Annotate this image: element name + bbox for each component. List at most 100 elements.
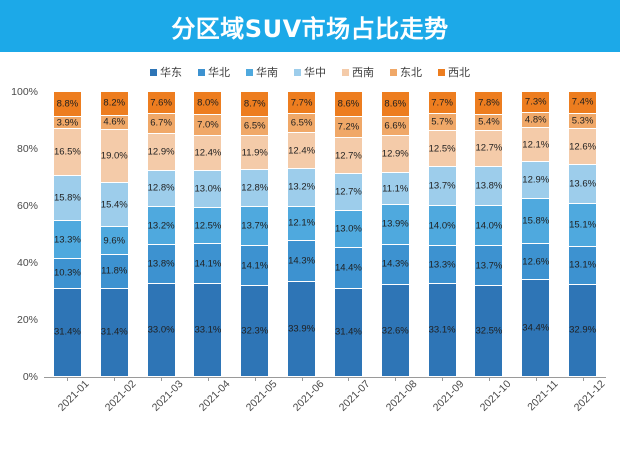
bar-group[interactable]: 8.0% 7.0% 12.4% 13.0% 12.5% 14.1% 33.1%: [194, 92, 222, 381]
bar-segment-华东[interactable]: 32.9%: [569, 284, 597, 378]
bar-segment-华南[interactable]: 13.9%: [381, 204, 409, 245]
bar-segment-华北[interactable]: 13.8%: [147, 244, 175, 285]
bar-segment-华南[interactable]: 12.1%: [288, 206, 316, 242]
bar-segment-华东[interactable]: 34.4%: [522, 280, 550, 377]
bar-segment-华东[interactable]: 33.1%: [428, 283, 456, 377]
bar-group[interactable]: 8.8% 3.9% 16.5% 15.8% 13.3% 10.3% 31.4%: [53, 92, 81, 381]
bar-group[interactable]: 8.6% 7.2% 12.7% 12.7% 13.0% 14.4% 31.4%: [334, 92, 362, 381]
bar-segment-华北[interactable]: 13.3%: [428, 246, 456, 284]
bar-segment-西北[interactable]: 7.6%: [147, 92, 175, 115]
bar-segment-西北[interactable]: 7.8%: [475, 92, 503, 115]
legend-item-西北[interactable]: 西北: [438, 64, 470, 80]
bar-group[interactable]: 8.2% 4.6% 19.0% 15.4% 9.6% 11.8% 31.4%: [100, 92, 128, 381]
bar-group[interactable]: 8.6% 6.6% 12.9% 11.1% 13.9% 14.3% 32.6%: [381, 92, 409, 381]
bar-segment-西北[interactable]: 8.6%: [381, 92, 409, 117]
bar-segment-东北[interactable]: 3.9%: [53, 117, 81, 130]
bar-segment-西南[interactable]: 12.1%: [522, 127, 550, 163]
bar-segment-西南[interactable]: 16.5%: [53, 129, 81, 177]
bar-segment-华东[interactable]: 31.4%: [53, 288, 81, 378]
bar-segment-西北[interactable]: 8.2%: [100, 92, 128, 116]
bar-segment-华中[interactable]: 15.8%: [53, 176, 81, 222]
bar-segment-西南[interactable]: 11.9%: [241, 136, 269, 171]
bar-segment-华北[interactable]: 14.3%: [381, 244, 409, 286]
legend-item-华南[interactable]: 华南: [246, 64, 278, 80]
bar-segment-西南[interactable]: 12.4%: [194, 135, 222, 172]
bar-segment-华北[interactable]: 12.6%: [522, 244, 550, 281]
bar-segment-华东[interactable]: 32.3%: [241, 286, 269, 377]
bar-segment-华东[interactable]: 32.5%: [475, 285, 503, 377]
bar-segment-华中[interactable]: 12.8%: [147, 170, 175, 208]
legend-item-西南[interactable]: 西南: [342, 64, 374, 80]
bar-segment-西北[interactable]: 7.7%: [288, 92, 316, 115]
bar-segment-华北[interactable]: 13.7%: [475, 246, 503, 286]
bar-segment-西北[interactable]: 8.7%: [241, 92, 269, 118]
bar-segment-西南[interactable]: 12.7%: [475, 130, 503, 168]
bar-segment-华南[interactable]: 9.6%: [100, 227, 128, 255]
bar-segment-东北[interactable]: 6.6%: [381, 116, 409, 137]
bar-segment-华北[interactable]: 10.3%: [53, 259, 81, 289]
bar-segment-华北[interactable]: 13.1%: [569, 247, 597, 285]
bar-segment-华中[interactable]: 13.0%: [194, 171, 222, 209]
bar-segment-华南[interactable]: 13.7%: [241, 206, 269, 246]
bar-segment-西北[interactable]: 8.0%: [194, 92, 222, 116]
bar-segment-西北[interactable]: 8.6%: [334, 92, 362, 117]
bar-segment-西北[interactable]: 8.8%: [53, 92, 81, 118]
bar-group[interactable]: 7.7% 5.7% 12.5% 13.7% 14.0% 13.3% 33.1%: [428, 92, 456, 381]
bar-segment-东北[interactable]: 7.0%: [194, 115, 222, 136]
bar-segment-华北[interactable]: 14.3%: [288, 241, 316, 282]
bar-segment-华东[interactable]: 33.9%: [288, 281, 316, 377]
bar-segment-华北[interactable]: 14.1%: [194, 243, 222, 285]
bar-segment-西南[interactable]: 12.5%: [428, 131, 456, 167]
bar-group[interactable]: 7.4% 5.3% 12.6% 13.6% 15.1% 13.1% 32.9%: [569, 92, 597, 381]
bar-group[interactable]: 8.7% 6.5% 11.9% 12.8% 13.7% 14.1% 32.3%: [241, 92, 269, 381]
bar-segment-华南[interactable]: 13.3%: [53, 221, 81, 260]
bar-segment-华东[interactable]: 33.1%: [194, 284, 222, 377]
bar-segment-华中[interactable]: 12.9%: [522, 162, 550, 200]
legend-item-华东[interactable]: 华东: [150, 64, 182, 80]
bar-group[interactable]: 7.3% 4.8% 12.1% 12.9% 15.8% 12.6% 34.4%: [522, 92, 550, 381]
bar-segment-华东[interactable]: 31.4%: [334, 288, 362, 378]
bar-segment-华北[interactable]: 11.8%: [100, 254, 128, 289]
bar-segment-华中[interactable]: 15.4%: [100, 183, 128, 228]
legend-item-华北[interactable]: 华北: [198, 64, 230, 80]
bar-segment-东北[interactable]: 5.7%: [428, 114, 456, 132]
bar-segment-西南[interactable]: 12.6%: [569, 129, 597, 166]
bar-segment-华中[interactable]: 11.1%: [381, 173, 409, 205]
bar-segment-华北[interactable]: 14.4%: [334, 247, 362, 289]
bar-segment-西南[interactable]: 12.7%: [334, 137, 362, 175]
bar-segment-华南[interactable]: 15.8%: [522, 199, 550, 245]
bar-segment-西北[interactable]: 7.7%: [428, 92, 456, 115]
bar-group[interactable]: 7.8% 5.4% 12.7% 13.8% 14.0% 13.7% 32.5%: [475, 92, 503, 381]
bar-segment-华东[interactable]: 32.6%: [381, 285, 409, 377]
bar-group[interactable]: 7.6% 6.7% 12.9% 12.8% 13.2% 13.8% 33.0%: [147, 92, 175, 381]
bar-segment-华南[interactable]: 13.2%: [147, 207, 175, 245]
bar-segment-西南[interactable]: 12.4%: [288, 133, 316, 169]
bar-segment-华中[interactable]: 13.6%: [569, 165, 597, 205]
bar-segment-东北[interactable]: 7.2%: [334, 116, 362, 138]
bar-segment-东北[interactable]: 6.5%: [288, 114, 316, 134]
bar-segment-华中[interactable]: 12.8%: [241, 170, 269, 207]
bar-group[interactable]: 7.7% 6.5% 12.4% 13.2% 12.1% 14.3% 33.9%: [288, 92, 316, 381]
bar-segment-华南[interactable]: 14.0%: [428, 206, 456, 247]
bar-segment-西北[interactable]: 7.3%: [522, 92, 550, 114]
bar-segment-华南[interactable]: 13.0%: [334, 210, 362, 248]
bar-segment-华中[interactable]: 13.8%: [475, 167, 503, 207]
bar-segment-东北[interactable]: 4.8%: [522, 113, 550, 128]
bar-segment-西南[interactable]: 19.0%: [100, 129, 128, 184]
bar-segment-西南[interactable]: 12.9%: [147, 133, 175, 171]
bar-segment-华南[interactable]: 14.0%: [475, 206, 503, 247]
bar-segment-西南[interactable]: 12.9%: [381, 136, 409, 174]
legend-item-华中[interactable]: 华中: [294, 64, 326, 80]
bar-segment-西北[interactable]: 7.4%: [569, 92, 597, 114]
bar-segment-东北[interactable]: 6.7%: [147, 114, 175, 134]
bar-segment-华东[interactable]: 33.0%: [147, 284, 175, 377]
bar-segment-华中[interactable]: 13.2%: [288, 168, 316, 207]
bar-segment-东北[interactable]: 4.6%: [100, 115, 128, 130]
bar-segment-华中[interactable]: 13.7%: [428, 167, 456, 207]
bar-segment-东北[interactable]: 5.3%: [569, 113, 597, 130]
bar-segment-华南[interactable]: 12.5%: [194, 208, 222, 244]
bar-segment-华北[interactable]: 14.1%: [241, 246, 269, 287]
bar-segment-华东[interactable]: 31.4%: [100, 288, 128, 377]
bar-segment-华南[interactable]: 15.1%: [569, 204, 597, 248]
bar-segment-东北[interactable]: 6.5%: [241, 117, 269, 137]
